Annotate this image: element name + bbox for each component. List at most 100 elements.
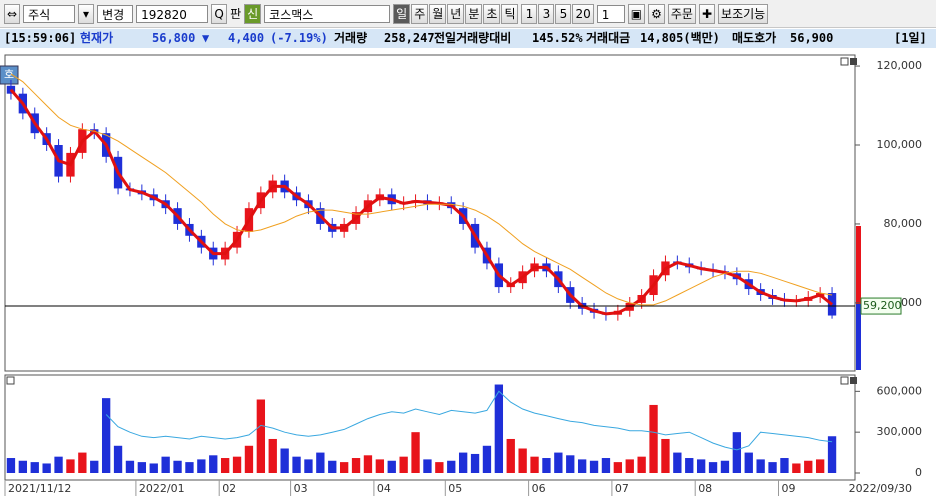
search-button[interactable]: Q [211,3,228,24]
y-tick-label: 0 [915,466,922,479]
period-button[interactable]: 일 [393,3,411,24]
add-button[interactable]: ✚ [698,3,716,24]
volume-bar [268,438,277,473]
number-button[interactable]: 3 [538,3,555,24]
volume-label: 거래량 [334,31,368,45]
volume-bar [601,458,611,473]
panel-icon[interactable] [840,57,849,66]
number-buttons: 1 3 5 20 [521,3,594,24]
volume-bar [399,456,408,473]
panel-icon[interactable] [850,58,857,65]
volume-bar [209,455,218,473]
volume-bar [173,460,182,473]
volume-bar [804,460,813,473]
price-line-label: 59,200 [863,299,902,312]
arrow: ▼ [202,31,210,45]
volume-bar [197,459,206,473]
volume-bar [220,458,230,473]
market-select[interactable]: 주식 [23,4,76,23]
volume-bar [351,458,361,473]
volume-bar [328,460,337,473]
period: [1일] [894,31,927,45]
volume-bar [673,452,682,473]
volume-bar [387,460,396,473]
bid-ask-bar [856,304,861,370]
volume-bar [815,459,825,473]
volume-bar [78,452,87,473]
volume-bar [292,456,301,473]
volume-bar [792,463,801,473]
x-tick-label: 05 [448,482,462,495]
volume-bar [435,462,444,473]
save-button[interactable]: ▣ [627,3,646,24]
volume-bar [577,459,587,473]
volume-bar [447,460,456,473]
price-label: 현재가 [80,31,114,45]
volume-bar [101,398,111,473]
y-tick-label: 120,000 [877,59,923,72]
ask: 56,900 [790,31,834,45]
x-tick-label: 2022/01 [139,482,185,495]
volume-average [105,390,833,451]
volume-bar [506,438,515,473]
chart: 호 120,000100,00080,00060,00059,200600,00… [0,54,923,496]
dropdown[interactable]: ▾ [78,3,95,24]
volume-bar [18,460,28,473]
y-tick-label: 300,000 [877,425,923,438]
volume-bar [375,459,385,473]
period-button[interactable]: 초 [483,3,501,24]
period-button[interactable]: 월 [429,3,447,24]
volume-bar [339,462,349,473]
number-button[interactable]: 20 [572,3,594,24]
period-button[interactable]: 주 [411,3,429,24]
panel-icon[interactable] [6,376,15,385]
volume-bar [411,432,420,473]
volume-bar [780,458,789,473]
volume-bar [542,458,551,473]
change-button[interactable]: 변경 [97,4,134,23]
volume-bar [482,445,492,473]
nav-button[interactable]: ⇔ [4,3,21,24]
volume-bar [423,459,432,473]
volume-bar [661,438,670,473]
order-button[interactable]: 주문 [667,3,696,24]
number-button[interactable]: 5 [555,3,572,24]
aux-button[interactable]: 보조기능 [718,3,769,24]
amount: 14,805(백만) [640,31,720,45]
x-tick-label: 09 [782,482,796,495]
volume-bar [732,432,742,473]
volume-bar [137,462,147,473]
volume-bar [363,455,373,473]
volume-bar [554,452,563,473]
volume-bar [708,462,718,473]
volume-bar [113,445,123,473]
settings-button[interactable]: ⚙ [648,3,665,24]
prev-volume: 145.52% [532,31,583,45]
volume-bar [649,404,658,473]
code-input[interactable]: 192820 [136,4,209,23]
volume-bar [744,452,753,473]
volume-bar [54,456,63,473]
volume-bar [613,462,623,473]
count-input[interactable]: 1 [596,4,625,23]
volume-bar [518,448,527,473]
number-button[interactable]: 1 [521,3,538,24]
volume-bar [696,459,706,473]
panel-icon[interactable] [850,377,857,384]
volume-bar [625,459,634,473]
period-button[interactable]: 분 [465,3,483,24]
period-button[interactable]: 틱 [501,3,519,24]
panel-icon[interactable] [840,376,849,385]
amount-label: 거래대금 [586,31,631,45]
prev-volume-label: 전일거래량대비 [434,31,512,45]
volume-bar [637,456,646,473]
volume-bar [42,463,51,473]
bid-ask-bar [856,226,861,304]
y-tick-label: 80,000 [884,217,923,230]
x-end-label: 2022/09/30 [849,482,912,495]
volume-bar [90,460,99,473]
period-button[interactable]: 년 [447,3,465,24]
volume-bar [66,459,75,473]
